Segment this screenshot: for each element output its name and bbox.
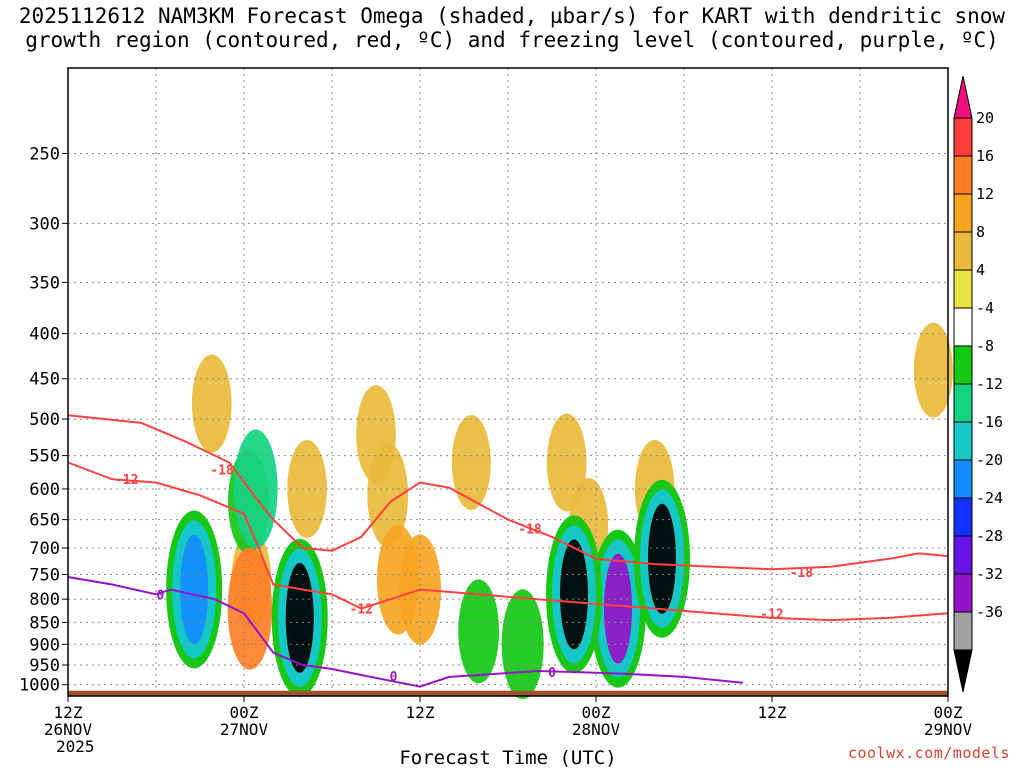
purple-contour-label-2: 0 — [548, 666, 556, 681]
omega-blob-28 — [604, 553, 632, 664]
omega-blob-10 — [329, 233, 370, 332]
omega-blob-31 — [648, 503, 676, 614]
colorbar-label-10: -24 — [976, 489, 1003, 507]
colorbar-label-13: -36 — [976, 603, 1003, 621]
omega-blob-0 — [451, 415, 491, 511]
y-tick-label-11: 800 — [29, 590, 60, 610]
omega-blob-18 — [367, 443, 409, 548]
plot-frame — [67, 67, 949, 697]
chart-title: 2025112612 NAM3KM Forecast Omega (shaded… — [0, 4, 1024, 52]
red-contour-label-0: -18 — [210, 463, 234, 478]
colorbar-segment-6 — [953, 307, 973, 347]
x-tick-date-1: 27NOV — [220, 720, 269, 739]
y-tick-label-12: 850 — [29, 613, 60, 633]
red-contour-label-3: -12 — [350, 603, 373, 618]
omega-blob-7 — [237, 264, 277, 363]
omega-blob-27 — [180, 534, 209, 645]
y-tick-label-7: 600 — [29, 480, 60, 500]
colorbar-label-2: 12 — [976, 185, 994, 203]
y-tick-label-10: 750 — [29, 565, 60, 585]
omega-blob-30 — [560, 539, 588, 650]
y-tick-label-13: 900 — [29, 635, 60, 655]
colorbar-bottom-arrow — [953, 649, 973, 693]
x-tick-year-0: 2025 — [56, 737, 95, 756]
x-tick-label-2: 12Z — [406, 703, 435, 722]
colorbar-label-12: -32 — [976, 565, 1003, 583]
colorbar-segment-9 — [953, 421, 973, 461]
colorbar-label-11: -28 — [976, 527, 1003, 545]
omega-blob-4 — [74, 284, 115, 383]
colorbar-label-1: 16 — [976, 147, 994, 165]
y-tick-label-2: 350 — [29, 273, 60, 293]
omega-blob-5 — [191, 354, 232, 453]
omega-blob-3 — [70, 439, 110, 538]
colorbar-label-4: 4 — [976, 261, 985, 279]
x-axis-label: Forecast Time (UTC) — [399, 747, 616, 768]
omega-blob-14 — [693, 530, 734, 629]
omega-blob-19 — [458, 579, 500, 684]
y-tick-label-6: 550 — [29, 447, 60, 467]
omega-blob-12 — [546, 413, 587, 512]
omega-blob-9 — [287, 439, 327, 538]
purple-contour-label-1: 0 — [390, 670, 398, 685]
y-tick-label-15: 1000 — [19, 676, 60, 696]
colorbar-segment-13 — [953, 573, 973, 613]
y-tick-label-8: 650 — [29, 511, 60, 531]
y-tick-label-9: 700 — [29, 539, 60, 559]
colorbar-label-7: -12 — [976, 375, 1003, 393]
y-tick-label-1: 300 — [29, 214, 60, 234]
omega-blob-25 — [227, 547, 273, 670]
red-contour-0 — [67, 414, 949, 571]
x-tick-date-0: 26NOV — [44, 720, 93, 739]
title-line-2: growth region (contoured, red, ºC) and f… — [25, 28, 999, 52]
colorbar-label-8: -16 — [976, 413, 1003, 431]
omega-blob-29 — [285, 562, 314, 673]
colorbar-segment-10 — [953, 459, 973, 499]
red-contour-label-4: -18 — [790, 566, 814, 581]
colorbar-segment-12 — [953, 535, 973, 575]
colorbar-segment-7 — [953, 345, 973, 385]
omega-blob-2 — [913, 322, 953, 418]
red-contour-label-5: -12 — [760, 607, 783, 622]
colorbar-segment-2 — [953, 155, 973, 195]
colorbar-segment-3 — [953, 193, 973, 233]
x-tick-label-3: 00Z — [582, 703, 611, 722]
y-tick-label-14: 950 — [29, 656, 60, 676]
y-tick-label-5: 500 — [29, 410, 60, 430]
ground-band — [68, 690, 948, 696]
red-contour-1 — [67, 461, 949, 622]
y-tick-label-3: 400 — [29, 325, 60, 345]
y-tick-label-4: 450 — [29, 370, 60, 390]
purple-contour-label-0: 0 — [156, 588, 164, 603]
colorbar-segment-5 — [953, 269, 973, 309]
title-line-1: 2025112612 NAM3KM Forecast Omega (shaded… — [18, 4, 1006, 28]
x-tick-label-5: 00Z — [934, 703, 963, 722]
x-tick-date-5: 29NOV — [924, 720, 973, 739]
colorbar-top-arrow — [953, 75, 973, 119]
colorbar-segment-1 — [953, 117, 973, 157]
colorbar-label-0: 20 — [976, 109, 994, 127]
colorbar-segment-4 — [953, 231, 973, 271]
x-tick-date-3: 28NOV — [572, 720, 621, 739]
colorbar-label-6: -8 — [976, 337, 994, 355]
y-tick-label-0: 250 — [29, 144, 60, 164]
colorbar-label-5: -4 — [976, 299, 994, 317]
colorbar-label-3: 8 — [976, 223, 985, 241]
site-credit: coolwx.com/models — [847, 744, 1010, 762]
purple-contour-0 — [67, 576, 743, 688]
x-tick-label-4: 12Z — [758, 703, 787, 722]
colorbar-segment-8 — [953, 383, 973, 423]
colorbar-segment-14 — [953, 611, 973, 651]
colorbar-segment-11 — [953, 497, 973, 537]
x-tick-label-1: 00Z — [230, 703, 259, 722]
x-tick-label-0: 12Z — [54, 703, 83, 722]
red-contour-label-2: -18 — [518, 522, 542, 537]
red-contour-label-1: -12 — [115, 473, 138, 488]
colorbar-label-9: -20 — [976, 451, 1003, 469]
